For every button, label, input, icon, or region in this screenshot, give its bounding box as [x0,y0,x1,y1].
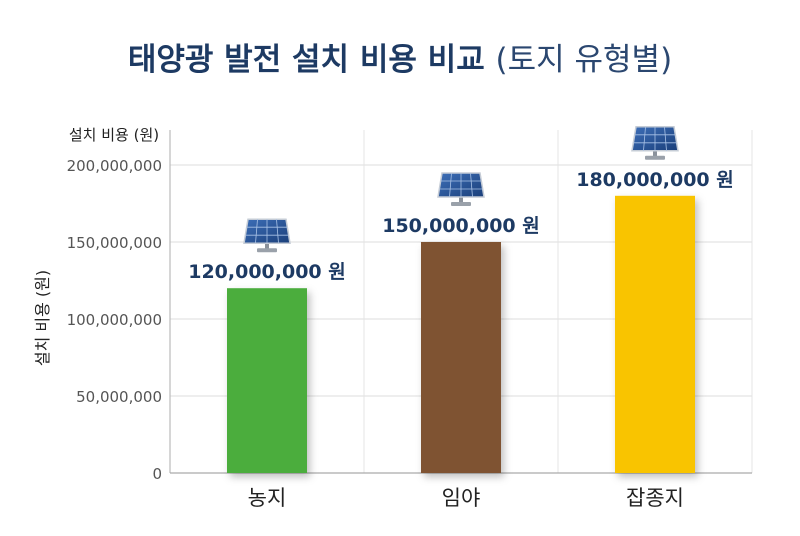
x-tick-label: 임야 [442,486,481,510]
chart-title-main: 태양광 발전 설치 비용 비교 [127,42,485,78]
y-tick-label: 150,000,000 [67,234,162,252]
solar-panel-icon [437,172,485,206]
solar-panel-icon [243,218,291,253]
y-tick-label: 0 [152,465,162,483]
y-axis-label: 설치 비용 (원) [33,270,52,366]
y-tick-label: 100,000,000 [67,311,162,329]
chart-title: 태양광 발전 설치 비용 비교 (토지 유형별) [0,34,800,79]
x-tick-label: 농지 [248,486,287,510]
chart-subtitle: (토지 유형별) [495,42,673,78]
x-tick-label: 잡종지 [626,486,684,510]
bar-3 [615,195,695,474]
data-label: 180,000,000 원 [576,169,734,191]
y-tick-label: 200,000,000 [67,157,162,175]
bar-2 [421,242,501,473]
y-tick-label: 50,000,000 [76,388,162,406]
solar-panel-icon [631,126,679,160]
y-axis-label-top: 설치 비용 (원) [69,126,159,144]
data-label: 120,000,000 원 [188,261,346,283]
bar-1 [227,288,307,473]
data-label: 150,000,000 원 [382,215,540,237]
